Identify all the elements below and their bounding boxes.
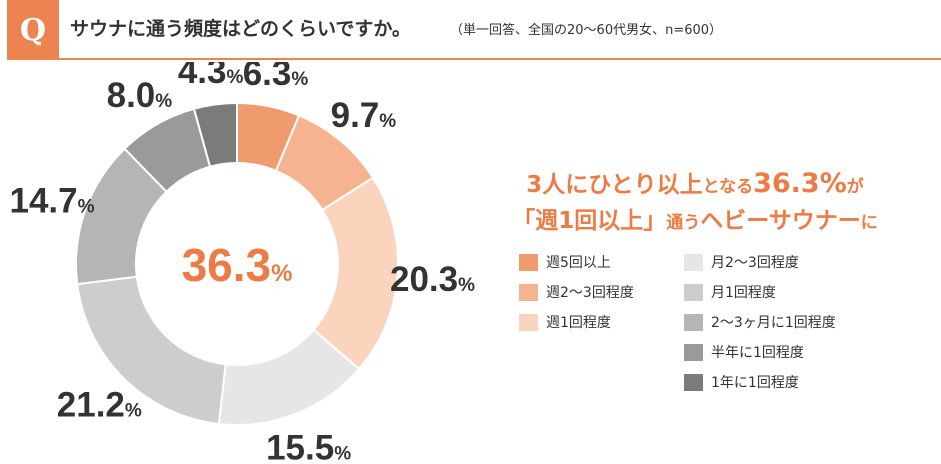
slice-value-label: 6.3% <box>243 62 309 93</box>
slice-value-label: 8.0% <box>107 76 173 115</box>
donut-slice <box>192 101 238 168</box>
slice-value-label: 15.5% <box>266 429 351 464</box>
question-header: Q サウナに通う頻度はどのくらいですか。 （単一回答、全国の20〜60代男女、n… <box>0 0 941 62</box>
legend-label: 月1回程度 <box>711 285 776 301</box>
legend-item: 月1回程度 <box>684 277 836 307</box>
legend-swatch <box>519 283 538 301</box>
legend-swatch <box>684 313 703 331</box>
legend-swatch <box>519 253 538 271</box>
legend-item: 2〜3ヶ月に1回程度 <box>684 307 836 337</box>
legend-item: 週2〜3回程度 <box>519 277 634 307</box>
legend-swatch <box>684 253 703 271</box>
center-unit: % <box>271 260 292 287</box>
legend-item: 1年に1回程度 <box>684 367 836 397</box>
header-underline <box>59 58 941 60</box>
legend-column-2: 月2〜3回程度 月1回程度 2〜3ヶ月に1回程度 半年に1回程度 1年に1回程度 <box>684 247 836 397</box>
legend-label: 1年に1回程度 <box>711 375 799 391</box>
headline-l2-b: 通う <box>666 213 701 233</box>
headline-l2-d: に <box>860 213 878 233</box>
headline-l2-c: ヘビーサウナー <box>700 208 861 234</box>
headline-line-2: 「週1回以上」通うヘビーサウナーに <box>490 203 900 241</box>
slice-value-label: 14.7% <box>9 181 94 220</box>
slice-value-label: 9.7% <box>331 96 397 135</box>
legend-item: 半年に1回程度 <box>684 337 836 367</box>
headline-line-1: 3人にひとり以上となる36.3%が <box>490 168 900 203</box>
center-number: 36.3 <box>182 239 272 291</box>
headline-l1-d: が <box>846 177 864 197</box>
legend-label: 週1回程度 <box>546 315 611 331</box>
slice-value-label: 21.2% <box>57 386 142 425</box>
legend-label: 週2〜3回程度 <box>546 285 634 301</box>
donut-slices <box>75 101 399 426</box>
legend-swatch <box>684 343 703 361</box>
legend-swatch <box>684 373 703 391</box>
donut-labels: 6.3% 9.7% 20.3% 15.5% 21.2% 14.7% 8.0%4.3% <box>9 62 475 464</box>
legend-swatch <box>519 313 538 331</box>
legend-item: 週1回程度 <box>519 307 634 337</box>
legend-item: 週5回以上 <box>519 247 634 277</box>
headline-l1-a: 3人にひとり以上 <box>526 172 703 198</box>
question-badge: Q <box>7 0 59 60</box>
donut-chart: 6.3% 9.7% 20.3% 15.5% 21.2% 14.7% 8.0%4.3% 36.… <box>9 62 475 464</box>
legend-swatch <box>684 283 703 301</box>
headline-l2-a: 「週1回以上」 <box>512 208 667 234</box>
legend-label: 月2〜3回程度 <box>711 255 799 271</box>
slice-value-label: 20.3% <box>390 260 475 299</box>
slice-value-label: 4.3% <box>178 62 244 91</box>
center-value: 36.3% <box>182 239 293 291</box>
legend-label: 週5回以上 <box>546 255 611 271</box>
legend-label: 半年に1回程度 <box>711 345 804 361</box>
headline: 3人にひとり以上となる36.3%が 「週1回以上」通うヘビーサウナーに <box>490 168 900 241</box>
legend-label: 2〜3ヶ月に1回程度 <box>711 315 836 331</box>
headline-l1-c: 36.3% <box>753 168 847 199</box>
question-text: サウナに通う頻度はどのくらいですか。 <box>70 18 412 40</box>
question-note: （単一回答、全国の20〜60代男女、n=600） <box>450 23 723 38</box>
legend-item: 月2〜3回程度 <box>684 247 836 277</box>
legend-column-1: 週5回以上週2〜3回程度 週1回程度 <box>519 247 634 337</box>
headline-l1-b: となる <box>702 177 754 197</box>
